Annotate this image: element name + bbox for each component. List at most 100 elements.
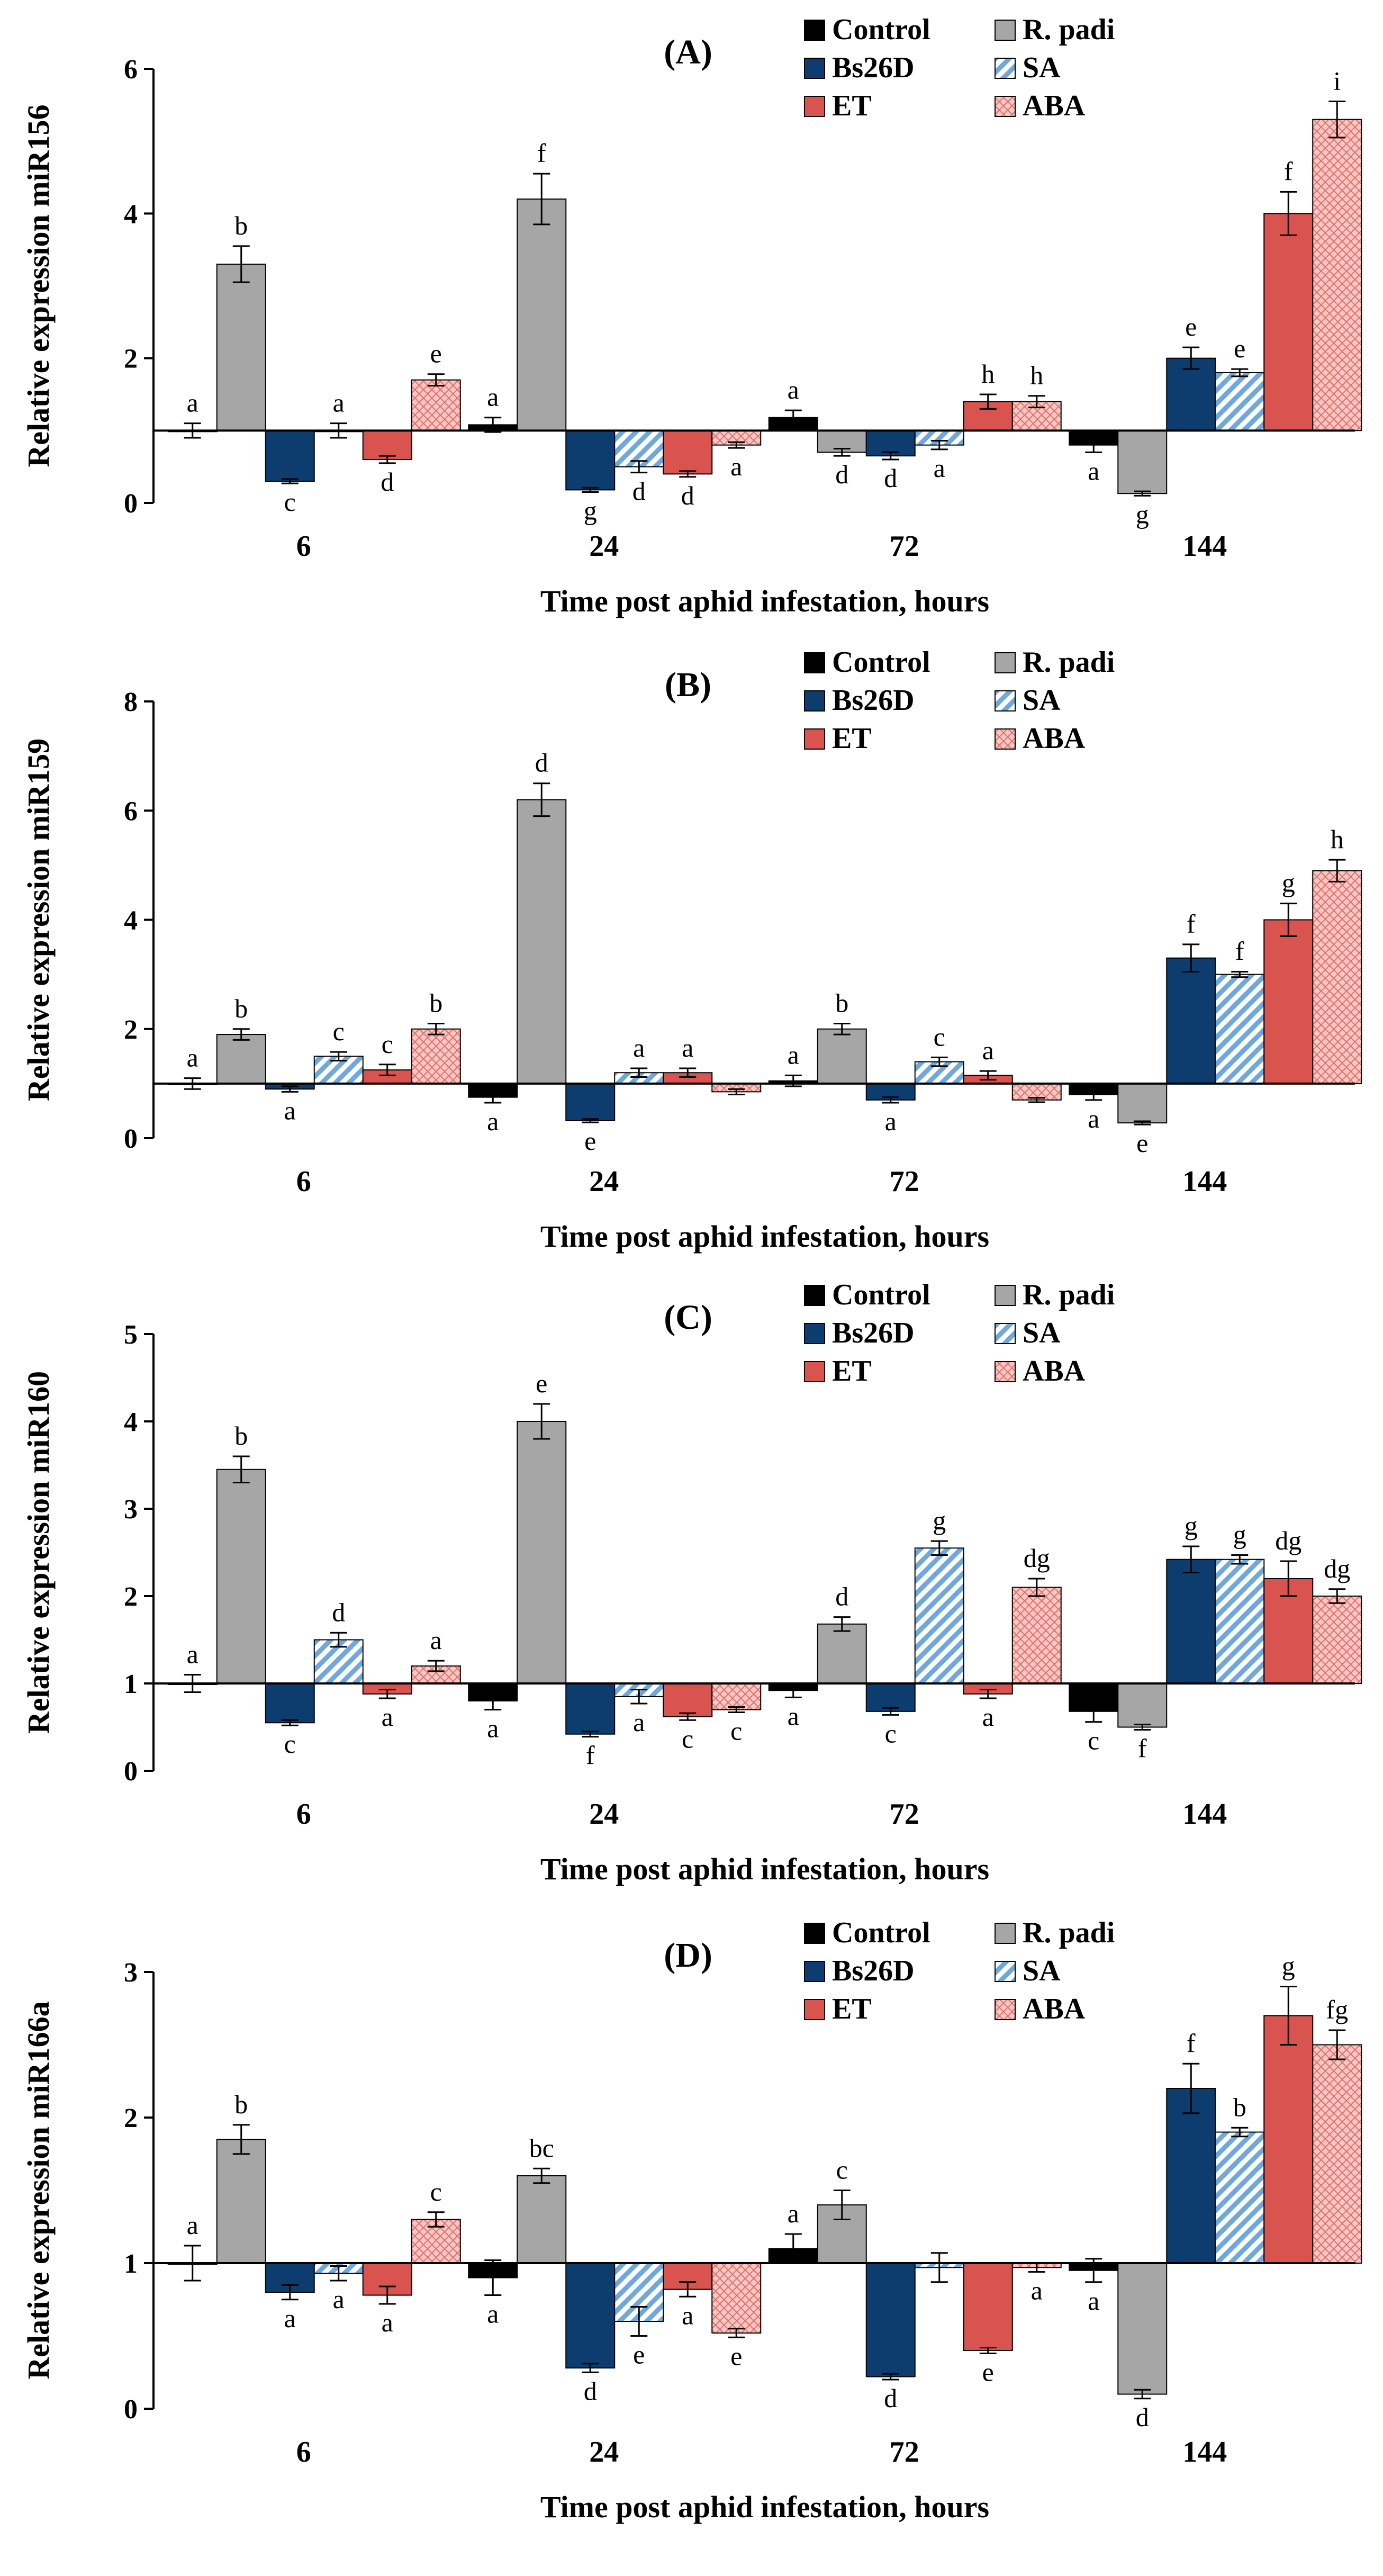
significance-letter: a: [187, 388, 198, 418]
x-category-label: 144: [1182, 2436, 1227, 2469]
significance-letter: a: [633, 1033, 645, 1062]
y-tick-label: 8: [124, 687, 138, 717]
bar-aba-144h: [1312, 119, 1362, 431]
legend-swatch-et: [804, 1361, 825, 1382]
significance-letter: c: [730, 1716, 742, 1745]
significance-letter: d: [884, 463, 897, 493]
panel-title: (B): [665, 665, 711, 704]
x-category-label: 144: [1182, 530, 1227, 563]
y-tick-label: 4: [124, 199, 138, 229]
legend-swatch-aba: [995, 96, 1016, 117]
significance-letter: a: [788, 375, 799, 404]
significance-letter: b: [429, 988, 442, 1017]
bar-r-padi-24h: [517, 199, 567, 431]
significance-letter: a: [982, 1035, 994, 1065]
significance-letter: g: [933, 1506, 946, 1535]
significance-letter: a: [187, 2210, 198, 2240]
bar-aba-144h: [1312, 1596, 1362, 1684]
legend-swatch-r-padi: [995, 652, 1016, 673]
y-axis-title: Relative expression miR166a: [21, 2001, 56, 2379]
significance-letter: f: [1187, 2028, 1196, 2058]
significance-letter: d: [835, 460, 848, 489]
y-tick-label: 3: [124, 1958, 138, 1988]
bar-sa-144h: [1215, 1559, 1265, 1684]
bar-aba-6h: [411, 379, 461, 431]
x-category-label: 6: [296, 2436, 311, 2469]
significance-letter: f: [586, 1741, 595, 1770]
significance-letter: a: [1088, 456, 1099, 485]
significance-letter: a: [382, 2308, 393, 2337]
significance-letter: b: [1233, 2092, 1246, 2122]
bar-bs26d-24h: [565, 1683, 616, 1735]
significance-letter: c: [333, 1016, 345, 1046]
significance-letter: f: [1284, 156, 1293, 186]
panel-title: (C): [664, 1298, 712, 1337]
legend-label-bs26d: Bs26D: [832, 684, 915, 717]
legend-label-et: ET: [832, 1355, 872, 1388]
legend-label-aba: ABA: [1023, 1355, 1086, 1388]
bar-bs26d-144h: [1166, 357, 1216, 431]
significance-letter: c: [934, 1022, 945, 1051]
significance-letter: a: [934, 453, 945, 483]
significance-letter: b: [234, 1421, 248, 1451]
legend: Control R. padi Bs26D SA ET ABA: [804, 13, 1115, 122]
y-axis-title: Relative expression miR159: [21, 738, 56, 1101]
legend-swatch-control: [804, 1923, 825, 1944]
legend-label-aba: ABA: [1023, 1993, 1086, 2025]
y-tick-label: 0: [124, 2394, 138, 2425]
legend-swatch-sa: [995, 1323, 1016, 1344]
bar-r-padi-6h: [216, 1034, 266, 1084]
x-category-label: 144: [1182, 1165, 1227, 1198]
y-tick-label: 2: [124, 1015, 138, 1045]
legend-label-et: ET: [832, 1993, 872, 2025]
significance-letter: b: [234, 994, 248, 1023]
legend-label-control: Control: [832, 646, 930, 679]
significance-letter: a: [633, 1707, 645, 1737]
significance-letter: a: [382, 1702, 393, 1732]
bar-bs26d-6h: [265, 1683, 315, 1724]
bar-r-padi-72h: [817, 1028, 867, 1084]
significance-letter: b: [234, 2089, 248, 2119]
legend-swatch-r-padi: [995, 1285, 1016, 1306]
significance-letter: a: [730, 452, 742, 481]
significance-letter: g: [1185, 1511, 1198, 1541]
significance-letter: a: [487, 2299, 499, 2329]
bar-r-padi-24h: [517, 799, 567, 1084]
significance-letter: d: [884, 2383, 897, 2413]
significance-letter: g: [1233, 1519, 1246, 1549]
panel-title: (A): [664, 33, 712, 71]
significance-letter: b: [835, 988, 848, 1017]
significance-letter: h: [981, 359, 995, 389]
legend: Control R. padi Bs26D SA ET ABA: [804, 1278, 1115, 1388]
bar-sa-144h: [1215, 2131, 1265, 2264]
significance-letter: a: [284, 1095, 296, 1125]
significance-letter: d: [332, 1597, 345, 1627]
bar-et-24h: [663, 430, 713, 475]
significance-letter: d: [681, 481, 694, 510]
bar-r-padi-6h: [216, 264, 266, 431]
y-tick-label: 2: [124, 2103, 138, 2133]
significance-letter: a: [1031, 2276, 1043, 2305]
legend-swatch-bs26d: [804, 690, 825, 711]
significance-letter: a: [1088, 2286, 1099, 2316]
bar-aba-24h: [711, 2263, 762, 2334]
legend-label-r-padi: R. padi: [1023, 646, 1115, 679]
legend-swatch-sa: [995, 690, 1016, 711]
significance-letter: d: [381, 467, 394, 497]
bar-aba-24h: [711, 1683, 762, 1710]
y-tick-label: 1: [124, 1669, 138, 1699]
significance-letter: a: [333, 388, 345, 418]
bar-et-144h: [1263, 2015, 1314, 2264]
significance-letter: e: [430, 339, 442, 368]
x-axis-title: Time post aphid infestation, hours: [540, 584, 989, 618]
y-tick-label: 0: [124, 489, 138, 519]
significance-letter: e: [1185, 312, 1197, 341]
x-category-label: 144: [1182, 1798, 1227, 1831]
bar-bs26d-24h: [565, 1083, 616, 1121]
significance-letter: e: [584, 1126, 596, 1156]
x-category-label: 24: [589, 1165, 619, 1198]
significance-letter: a: [788, 1040, 799, 1069]
x-category-label: 72: [890, 530, 919, 563]
